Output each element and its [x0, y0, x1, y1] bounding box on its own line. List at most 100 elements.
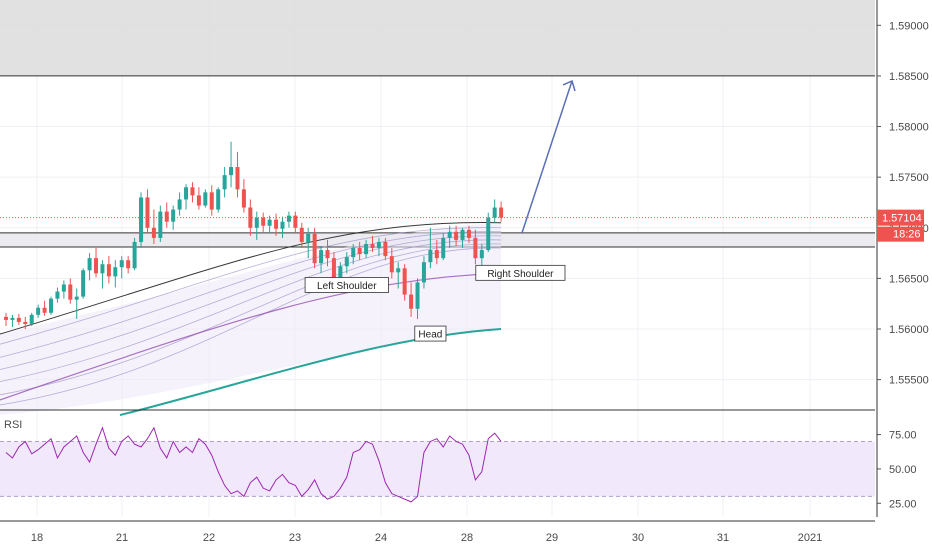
candle-body [280, 221, 285, 229]
y-tick-label: 1.57500 [889, 172, 929, 184]
ema-line [0, 239, 502, 383]
x-tick-label: 28 [461, 532, 473, 544]
y-tick-label: 1.58500 [889, 71, 929, 83]
candle-body [261, 217, 266, 226]
rsi-y-tick-label: 75.00 [889, 430, 917, 442]
candle-body [4, 316, 8, 320]
candle-body [421, 262, 426, 283]
candle-body [357, 248, 362, 255]
ema-line [0, 243, 502, 396]
x-tick-label: 30 [632, 532, 644, 544]
candle-body [126, 260, 131, 269]
candle-body [94, 258, 99, 274]
rsi-band [0, 441, 875, 497]
candle-body [466, 229, 471, 238]
candle-body [396, 268, 401, 273]
candle-body [190, 187, 195, 196]
candle-body [486, 217, 491, 251]
candle-body [441, 237, 446, 259]
ema-line [0, 235, 502, 370]
candle-body [383, 241, 388, 257]
x-tick-label: 18 [31, 532, 43, 544]
candle-body [16, 317, 21, 322]
candle-body [338, 266, 343, 281]
head-label-box [414, 325, 447, 342]
sma-purple-line [0, 272, 502, 401]
candles [0, 141, 875, 330]
y-tick-label: 1.55500 [889, 375, 929, 387]
candle-body [74, 296, 79, 300]
candle-body [151, 227, 156, 238]
countdown-tag [877, 226, 924, 242]
candle-body [119, 260, 124, 268]
ema-line [0, 231, 502, 358]
ema-line [0, 221, 502, 335]
rsi-pane: RSI [0, 419, 875, 503]
candle-body [203, 192, 208, 206]
x-tick-label: 31 [717, 532, 729, 544]
last-price-label: 1.57104 [882, 213, 922, 225]
candle-body [171, 209, 176, 222]
candle-body [132, 241, 137, 269]
candle-body [23, 321, 28, 324]
right-shoulder-label-box [475, 264, 566, 281]
candle-body [351, 248, 356, 258]
x-tick-label: 23 [289, 532, 301, 544]
annotations: Left Shoulder Head Right Shoulder [304, 79, 576, 342]
candle-body [331, 258, 336, 281]
projection-arrow [521, 80, 573, 234]
candle-body [177, 199, 182, 210]
candle-body [299, 227, 304, 242]
projection-arrow-head [562, 79, 576, 92]
candle-body [389, 256, 394, 273]
rsi-legend-label: RSI [4, 419, 22, 431]
candle-body [409, 294, 414, 309]
candle-body [87, 258, 92, 271]
candle-body [61, 284, 66, 292]
candle-body [447, 231, 452, 238]
y-tick-label: 1.58000 [889, 122, 929, 134]
candle-body [81, 270, 86, 297]
y-tick-label: 1.56500 [889, 273, 929, 285]
countdown-label: 18:26 [893, 229, 921, 241]
candle-body [68, 284, 73, 300]
candle-body [145, 197, 150, 228]
right-shoulder-label: Right Shoulder [487, 269, 554, 280]
candle-body [196, 195, 201, 206]
x-tick-label: 21 [116, 532, 128, 544]
candle-body [306, 233, 311, 242]
x-tick-label: 22 [203, 532, 215, 544]
ema-ribbon [0, 221, 502, 417]
last-price-tag [877, 209, 924, 226]
candle-body [241, 189, 246, 208]
candle-body [106, 264, 111, 277]
candle-body [376, 241, 381, 249]
candle-body [434, 250, 439, 259]
y-tick-label: 1.59000 [889, 20, 929, 32]
candle-body [184, 187, 189, 200]
candle-body [254, 217, 259, 228]
candle-body [454, 231, 459, 240]
candle-body [312, 233, 317, 264]
candle-body [274, 219, 279, 229]
candle-body [100, 264, 105, 274]
head-label: Head [418, 330, 442, 341]
candle-body [55, 291, 60, 299]
x-tick-label: 24 [375, 532, 387, 544]
candle-body [248, 207, 253, 228]
candle-body [139, 197, 144, 242]
candle-body [229, 167, 234, 176]
candle-body [216, 189, 221, 210]
left-shoulder-label-box [304, 277, 389, 293]
candle-body [222, 175, 227, 190]
candle-body [370, 243, 375, 249]
rsi-y-tick-label: 50.00 [889, 464, 917, 476]
candle-body [158, 211, 163, 238]
resistance-zone [0, 0, 875, 76]
candle-body [319, 250, 324, 264]
candle-body [29, 314, 34, 324]
ribbon-fill [0, 222, 502, 416]
candle-body [267, 219, 272, 226]
